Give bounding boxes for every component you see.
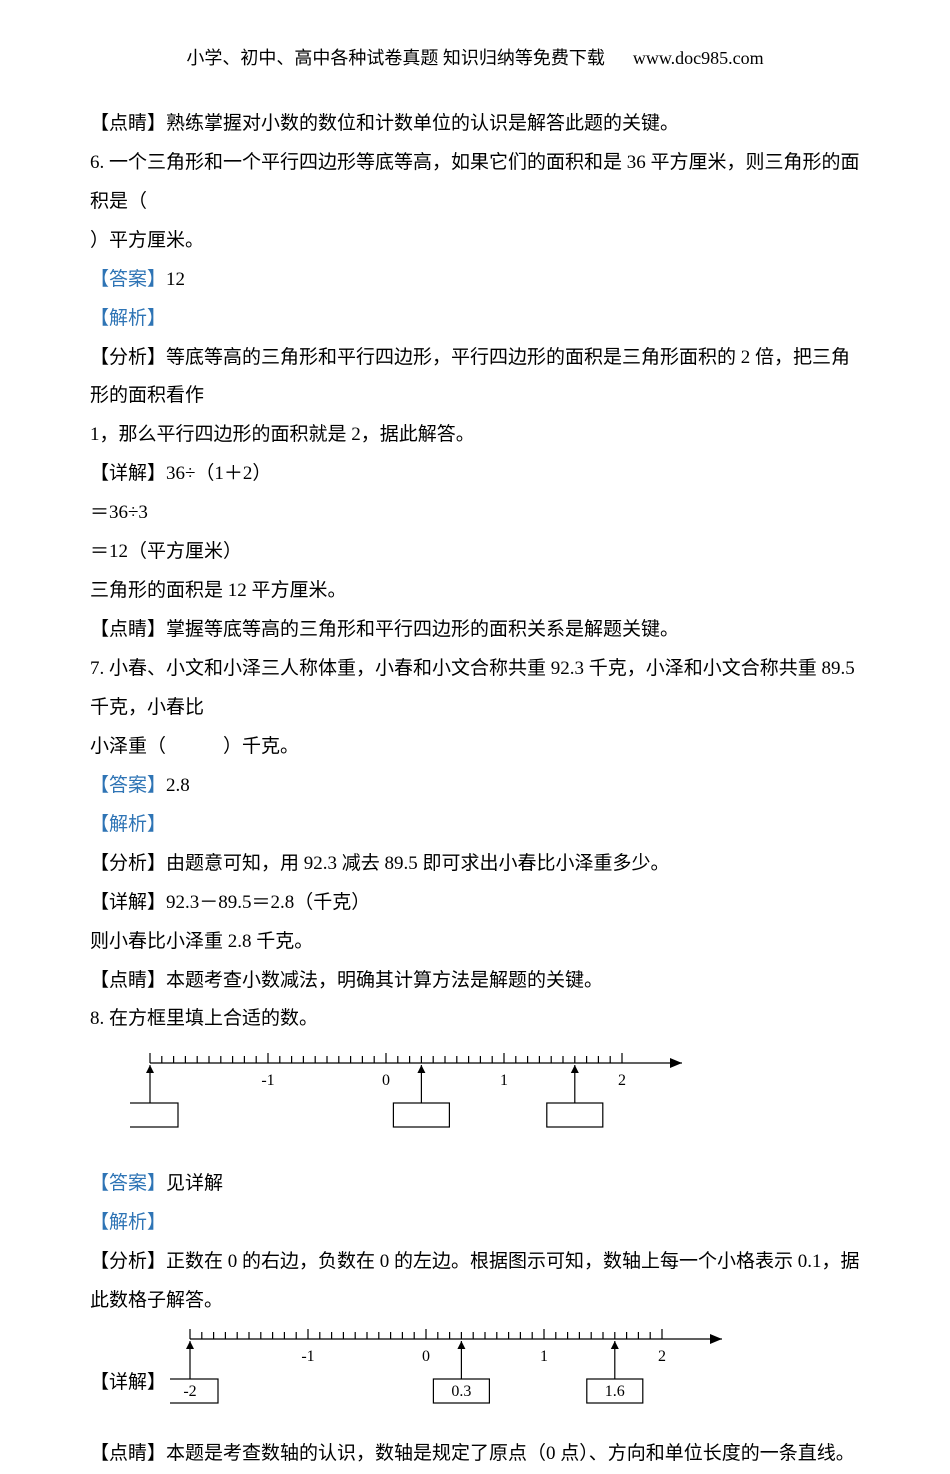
svg-text:-1: -1 [301,1348,314,1365]
answer-label: 【答案】 [90,269,166,290]
svg-text:-1: -1 [261,1072,274,1089]
svg-text:2: 2 [618,1072,626,1089]
q8-analysis: 【分析】正数在 0 的右边，负数在 0 的左边。根据图示可知，数轴上每一个小格表… [90,1243,860,1321]
q6-detail-3: ＝12（平方厘米） [90,533,860,572]
svg-text:0: 0 [382,1072,390,1089]
q5-tip: 【点睛】熟练掌握对小数的数位和计数单位的认识是解答此题的关键。 [90,105,860,144]
q8-figure-empty: -1 0 1 2 [90,1039,860,1165]
q7-detail-1: 【详解】92.3－89.5＝2.8（千克） [90,884,860,923]
detail-label: 【详解】 [90,1364,166,1403]
q8-parse-label: 【解析】 [90,1204,860,1243]
q6-line2: ）平方厘米。 [90,222,860,261]
answer-label: 【答案】 [90,775,166,796]
answer-value: 2.8 [166,775,190,796]
svg-text:-2: -2 [183,1383,196,1400]
svg-text:1: 1 [540,1348,548,1365]
svg-text:0: 0 [422,1348,430,1365]
q6-detail-2: ＝36÷3 [90,494,860,533]
q7-answer: 【答案】2.8 [90,767,860,806]
q6-line1: 6. 一个三角形和一个平行四边形等底等高，如果它们的面积和是 36 平方厘米，则… [90,144,860,222]
q6-tip: 【点睛】掌握等底等高的三角形和平行四边形的面积关系是解题关键。 [90,611,860,650]
answer-label: 【答案】 [90,1173,166,1194]
q8-answer: 【答案】见详解 [90,1165,860,1204]
q8-text: 8. 在方框里填上合适的数。 [90,1000,860,1039]
q7-parse-label: 【解析】 [90,806,860,845]
q6-analysis-2: 1，那么平行四边形的面积就是 2，据此解答。 [90,416,860,455]
q7-tip: 【点睛】本题考查小数减法，明确其计算方法是解题的关键。 [90,962,860,1001]
header-left: 小学、初中、高中各种试卷真题 知识归纳等免费下载 [186,48,605,68]
q7-detail-2: 则小春比小泽重 2.8 千克。 [90,923,860,962]
svg-text:2: 2 [658,1348,666,1365]
q6-analysis-1: 【分析】等底等高的三角形和平行四边形，平行四边形的面积是三角形面积的 2 倍，把… [90,339,860,417]
q7-line2: 小泽重（ ）千克。 [90,728,860,767]
q6-detail-1: 【详解】36÷（1＋2） [90,455,860,494]
header-right: www.doc985.com [633,48,764,68]
svg-text:1: 1 [500,1072,508,1089]
q8-figure-answer-row: 【详解】 -1 0 1 2 -2 0.3 1.6 [90,1321,860,1421]
answer-value: 12 [166,269,185,290]
q6-answer: 【答案】12 [90,261,860,300]
answer-value: 见详解 [166,1173,223,1194]
number-line-answer-icon: -1 0 1 2 -2 0.3 1.6 [170,1321,730,1421]
svg-text:0.3: 0.3 [451,1383,471,1400]
q6-parse-label: 【解析】 [90,300,860,339]
svg-text:1.6: 1.6 [605,1383,625,1400]
q6-detail-4: 三角形的面积是 12 平方厘米。 [90,572,860,611]
page-header: 小学、初中、高中各种试卷真题 知识归纳等免费下载 www.doc985.com [90,40,860,77]
q7-analysis: 【分析】由题意可知，用 92.3 减去 89.5 即可求出小春比小泽重多少。 [90,845,860,884]
q8-tip: 【点睛】本题是考查数轴的认识，数轴是规定了原点（0 点）、方向和单位长度的一条直… [90,1435,860,1474]
q7-line1: 7. 小春、小文和小泽三人称体重，小春和小文合称共重 92.3 千克，小泽和小文… [90,650,860,728]
number-line-icon: -1 0 1 2 [130,1045,690,1145]
